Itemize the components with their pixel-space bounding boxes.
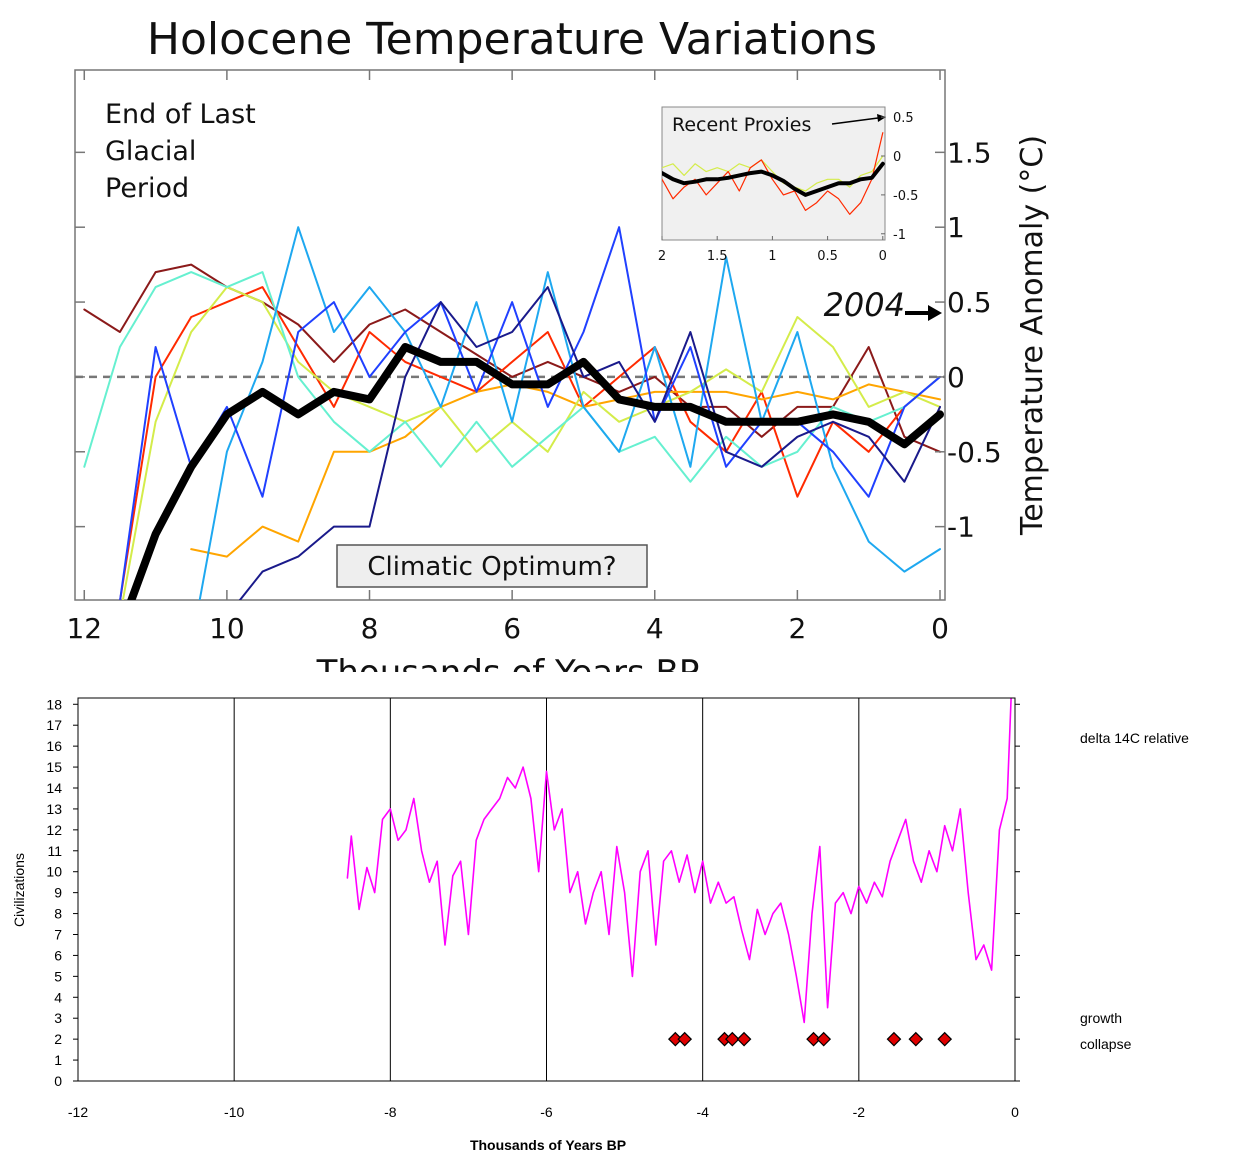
inset-plot (662, 132, 885, 215)
inset-x-tick-label: 0 (879, 249, 887, 264)
inset-y-tick-label: 0 (893, 150, 901, 165)
y-tick-label: 6 (54, 947, 62, 963)
y-tick-label: 0 (947, 361, 965, 394)
y-tick-label: 18 (46, 696, 62, 712)
data-line (662, 132, 884, 215)
data-line (119, 226, 941, 600)
plot-frame (77, 697, 1016, 1082)
y-tick-label: 1 (54, 1052, 62, 1068)
y-tick-label: 9 (54, 885, 62, 901)
data-line (238, 286, 941, 600)
y-tick-label: 13 (46, 801, 62, 817)
collapse-marker (806, 1031, 821, 1047)
y-axis-label: Temperature Anomaly (°C) (1015, 135, 1050, 536)
inset-x-tick-label: 0.5 (817, 249, 838, 264)
x-tick-label: -2 (853, 1104, 866, 1120)
temperature-chart: Holocene Temperature Variations Thousand… (66, 14, 1050, 693)
y-axis-label: Civilizations (11, 853, 27, 927)
y-tick-label: 12 (46, 822, 62, 838)
plot-area (75, 226, 945, 600)
inset-y-tick-label: -1 (893, 228, 906, 243)
collapse-marker (724, 1031, 740, 1047)
y-tick-label: 17 (46, 717, 62, 733)
arrow (831, 114, 886, 125)
data-line (662, 161, 885, 197)
annotation: 2004 (824, 286, 905, 324)
inset-y-tick-label: -0.5 (893, 189, 918, 204)
arrow (905, 305, 942, 321)
y-tick-label: 0 (54, 1073, 62, 1089)
inset-y-tick-label: 0.5 (893, 111, 914, 126)
x-axis-label: Thousands of Years BP (470, 1137, 626, 1153)
collapse-marker (937, 1031, 953, 1047)
annotation-box (336, 544, 648, 588)
collapse-marker (908, 1031, 924, 1047)
inset-x-tick-label: 1.5 (707, 249, 728, 264)
x-tick-label: 0 (1011, 1104, 1019, 1120)
x-tick-label: 12 (66, 612, 102, 645)
annotation: End of Last (105, 99, 256, 130)
inset-x-tick-label: 2 (658, 249, 666, 264)
y-tick-label: 5 (54, 968, 62, 984)
y-tick-label: -1 (947, 511, 975, 544)
y-tick-label: 0.5 (947, 286, 992, 319)
x-tick-label: 10 (209, 612, 245, 645)
data-line (198, 226, 941, 600)
x-tick-label: 0 (931, 612, 949, 645)
collapse-marker (886, 1031, 902, 1047)
collapse-marker (736, 1031, 752, 1047)
x-tick-label: 8 (361, 612, 379, 645)
inset-x-tick-label: 1 (768, 249, 776, 264)
y-tick-label: 15 (46, 759, 62, 775)
legend-entry: delta 14C relative (1080, 730, 1189, 746)
civilizations-chart: Thousands of Years BP Civilizations delt… (11, 696, 1189, 1153)
annotation: Period (105, 173, 189, 204)
y-tick-label: 1.5 (947, 136, 992, 169)
data-line (121, 286, 941, 600)
x-tick-label: 4 (646, 612, 664, 645)
legend-entry: collapse (1080, 1036, 1132, 1052)
x-tick-label: -12 (68, 1104, 88, 1120)
x-tick-label: -8 (384, 1104, 397, 1120)
annotation: Glacial (105, 136, 196, 167)
y-tick-label: 10 (46, 864, 62, 880)
y-tick-label: 1 (947, 211, 965, 244)
y-tick-label: 8 (54, 906, 62, 922)
x-axis-label: Thousands of Years BP (316, 653, 700, 693)
y-tick-label: 14 (46, 780, 62, 796)
collapse-marker (677, 1031, 693, 1047)
data-line (346, 698, 1012, 1024)
x-tick-label: 2 (788, 612, 806, 645)
data-line (83, 271, 941, 483)
chart-title: Holocene Temperature Variations (147, 14, 877, 65)
collapse-marker (816, 1031, 832, 1047)
annotation: growth (1080, 1010, 1122, 1026)
x-tick-label: -6 (540, 1104, 553, 1120)
y-tick-label: 2 (54, 1031, 62, 1047)
data-line (127, 343, 944, 600)
y-tick-label: -0.5 (947, 436, 1002, 469)
y-tick-label: 4 (54, 989, 62, 1005)
x-tick-label: -4 (696, 1104, 709, 1120)
y-tick-label: 11 (47, 843, 62, 859)
data-line (119, 286, 941, 600)
y-tick-label: 7 (54, 926, 62, 942)
x-tick-label: -10 (224, 1104, 244, 1120)
x-tick-label: 6 (503, 612, 521, 645)
annotation: Climatic Optimum? (367, 552, 616, 582)
y-tick-label: 16 (46, 738, 62, 754)
y-tick-label: 3 (54, 1010, 62, 1026)
inset-title: Recent Proxies (672, 114, 811, 136)
plot-area (78, 698, 1015, 1081)
